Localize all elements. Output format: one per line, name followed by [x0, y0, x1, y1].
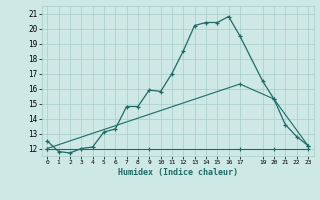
X-axis label: Humidex (Indice chaleur): Humidex (Indice chaleur) [118, 168, 237, 177]
